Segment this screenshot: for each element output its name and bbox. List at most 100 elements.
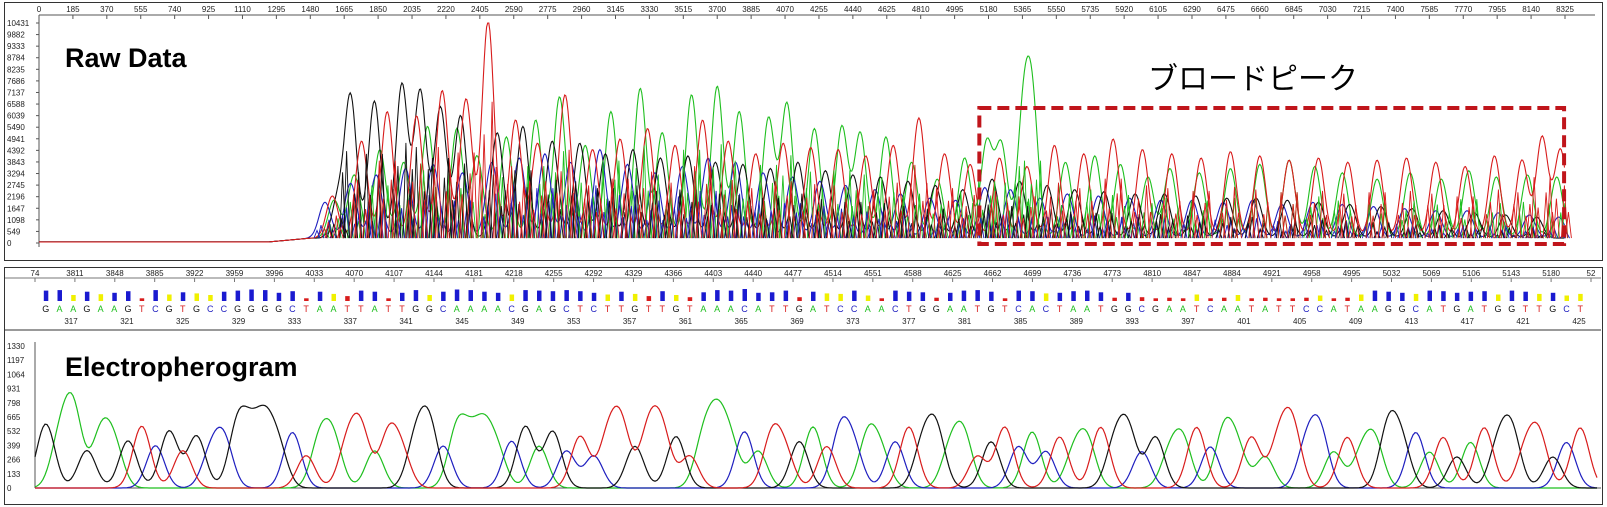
fine-peak-G [366,194,374,239]
fine-peak-T [1564,211,1572,239]
quality-bar [1043,293,1049,301]
quality-bar [372,291,378,301]
base-call: T [1440,304,1446,314]
fine-peak-G [1462,224,1470,239]
fine-peak-T [1440,204,1448,239]
base-call: C [892,304,899,314]
base-position-label: 405 [1293,317,1307,326]
fine-peak-T [1457,217,1465,239]
base-position-label: 377 [902,317,916,326]
fine-peak-G [406,189,414,239]
y-tick-label: 0 [7,239,12,248]
fine-peak-T [597,198,605,239]
base-call: T [358,304,364,314]
y-tick-label: 7686 [7,77,25,86]
ruler-tick-label: 4329 [625,269,643,278]
x-tick-label: 185 [66,5,80,14]
fine-peak-G [1323,229,1330,239]
quality-bar [523,290,528,301]
base-position-label: 425 [1572,317,1586,326]
ruler-tick-label: 4144 [425,269,443,278]
base-call: A [810,304,816,314]
fine-peak-T [520,183,528,239]
quality-bar [413,290,419,301]
ruler-tick-label: 5180 [1542,269,1560,278]
fine-peak-T [470,152,478,239]
base-call: G [412,304,419,314]
ruler-tick-label: 4440 [744,269,762,278]
quality-bar [1194,294,1200,301]
quality-bar [1564,295,1569,301]
fine-peak-G [453,181,461,239]
fine-peak-A [1070,216,1077,239]
fine-peak-T [1319,190,1326,239]
x-tick-label: 7585 [1420,5,1438,14]
base-call: G [1494,304,1501,314]
y-tick-label: 8784 [7,54,25,63]
quality-bar [331,293,336,301]
fine-peak-G [501,190,509,239]
base-call: G [933,304,940,314]
fine-peak-T [336,226,344,239]
fine-peak-G [984,204,992,239]
fine-peak-T [815,211,823,239]
fine-peak-G [355,172,363,239]
fine-peak-T [565,149,573,239]
broad-peak-annotation: ブロードピーク [1148,62,1358,97]
fine-peak-T [707,166,715,239]
fine-peak-T [732,208,740,239]
x-tick-label: 5180 [980,5,998,14]
base-call: T [1536,304,1542,314]
base-call: T [139,304,145,314]
base-call: T [1577,304,1583,314]
fine-peak-C [1393,223,1401,239]
quality-bar [454,289,460,301]
fine-peak-T [691,166,699,239]
fine-peak-G [845,220,853,239]
quality-bar [208,295,213,301]
fine-peak-G [880,203,888,239]
fine-peak-T [1031,196,1039,239]
quality-bar [989,291,994,301]
quality-bar [1317,295,1323,301]
ruler-tick-label: 4181 [465,269,483,278]
fine-peak-G [1541,231,1548,239]
trace-T [39,22,1566,243]
quality-bar [482,291,487,301]
fine-peak-T [492,166,500,239]
base-position-label: 369 [790,317,804,326]
quality-bar [1359,294,1364,301]
ruler-tick-label: 52 [1587,269,1596,278]
x-tick-label: 3330 [641,5,659,14]
fine-peak-G [609,188,617,239]
fine-peak-G [872,212,880,239]
quality-bar [221,291,227,301]
base-call: C [152,304,159,314]
y-tick-label: 798 [7,399,21,408]
fine-peak-C [1044,216,1052,239]
fine-peak-C [484,204,492,239]
fine-peak-G [572,181,580,239]
x-tick-label: 4070 [776,5,794,14]
quality-bar [742,289,747,301]
fine-peak-C [1274,221,1282,239]
fine-peak-T [1534,207,1542,239]
fine-peak-G [1529,227,1537,239]
y-tick-label: 0 [7,484,12,493]
x-tick-label: 4255 [810,5,828,14]
fine-peak-T [1143,185,1150,239]
electropherogram-title: Electropherogram [65,352,298,382]
base-position-label: 373 [846,317,860,326]
base-call: G [124,304,131,314]
fine-peak-G [1416,231,1424,239]
fine-peak-C [1091,215,1098,239]
x-tick-label: 6475 [1217,5,1235,14]
base-call: G [1508,304,1515,314]
fine-peak-T [1323,214,1330,239]
quality-bar [1085,290,1090,301]
fine-peak-T [933,188,940,239]
quality-bar [1208,298,1213,301]
fine-peak-C [879,211,887,239]
x-tick-label: 4440 [844,5,862,14]
x-tick-label: 6290 [1183,5,1201,14]
